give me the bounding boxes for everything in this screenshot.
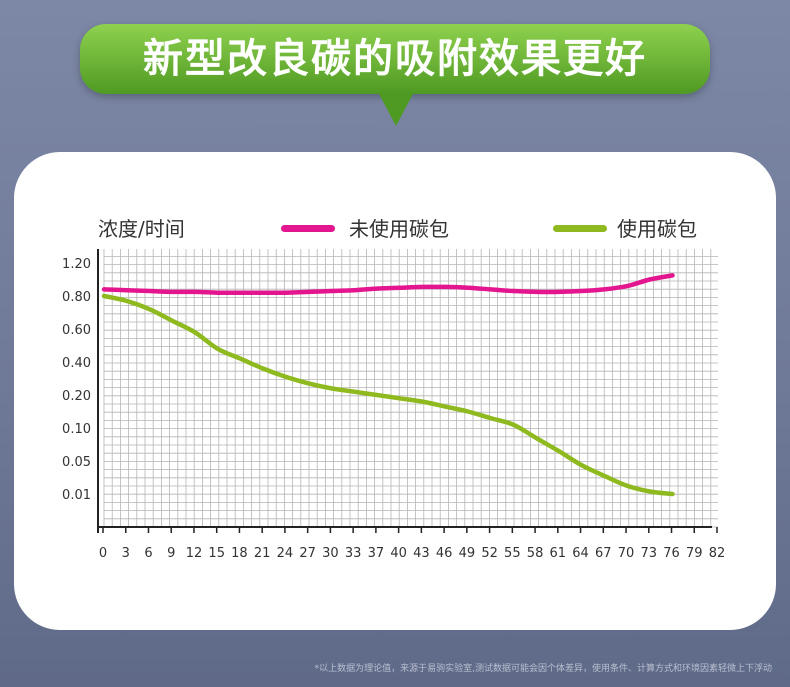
y-tick-label: 0.10 (62, 422, 91, 437)
legend-label-treated: 使用碳包 (617, 217, 697, 241)
x-tick-label: 76 (663, 546, 680, 561)
x-tick-label: 49 (459, 546, 476, 561)
x-tick-label: 43 (413, 546, 430, 561)
legend-swatch-treated (553, 225, 607, 232)
x-tick-label: 3 (122, 546, 130, 561)
y-tick-label: 0.01 (62, 488, 91, 503)
chart-card (14, 152, 776, 630)
page-title: 新型改良碳的吸附效果更好 (143, 36, 647, 82)
x-tick-label: 33 (345, 546, 362, 561)
legend-swatch-untreated (281, 225, 335, 232)
y-tick-label: 0.20 (62, 389, 91, 404)
y-tick-label: 0.05 (62, 455, 91, 470)
x-tick-label: 52 (481, 546, 498, 561)
x-tick-label: 15 (208, 546, 225, 561)
y-tick-label: 0.80 (62, 290, 91, 305)
x-tick-label: 18 (231, 546, 248, 561)
x-tick-label: 82 (709, 546, 726, 561)
x-tick-label: 21 (254, 546, 271, 561)
y-axis-label: 浓度/时间 (98, 217, 185, 241)
title-bubble (80, 24, 710, 94)
x-tick-label: 12 (186, 546, 203, 561)
x-tick-label: 67 (595, 546, 612, 561)
x-tick-label: 6 (144, 546, 152, 561)
series-line-untreated (101, 273, 675, 296)
x-tick-label: 40 (390, 546, 407, 561)
legend-label-untreated: 未使用碳包 (349, 217, 449, 241)
x-tick-label: 46 (436, 546, 453, 561)
x-tick-label: 58 (527, 546, 544, 561)
x-tick-label: 24 (277, 546, 294, 561)
series-line-treated (101, 293, 675, 497)
x-tick-label: 73 (641, 546, 658, 561)
x-tick-label: 61 (550, 546, 567, 561)
y-tick-label: 0.60 (62, 323, 91, 338)
x-tick-label: 79 (686, 546, 703, 561)
title-bubble-tail (378, 92, 414, 126)
x-tick-label: 0 (99, 546, 107, 561)
x-tick-label: 64 (572, 546, 589, 561)
footnote: *以上数据为理论值，来源于易驹实验室,测试数据可能会因个体差异，使用条件、计算方… (314, 664, 772, 674)
y-tick-label: 0.40 (62, 356, 91, 371)
x-tick-label: 27 (299, 546, 316, 561)
x-tick-label: 55 (504, 546, 521, 561)
x-tick-label: 9 (167, 546, 175, 561)
x-tick-label: 37 (368, 546, 385, 561)
x-tick-label: 30 (322, 546, 339, 561)
x-tick-label: 70 (618, 546, 635, 561)
y-tick-label: 1.20 (62, 257, 91, 272)
